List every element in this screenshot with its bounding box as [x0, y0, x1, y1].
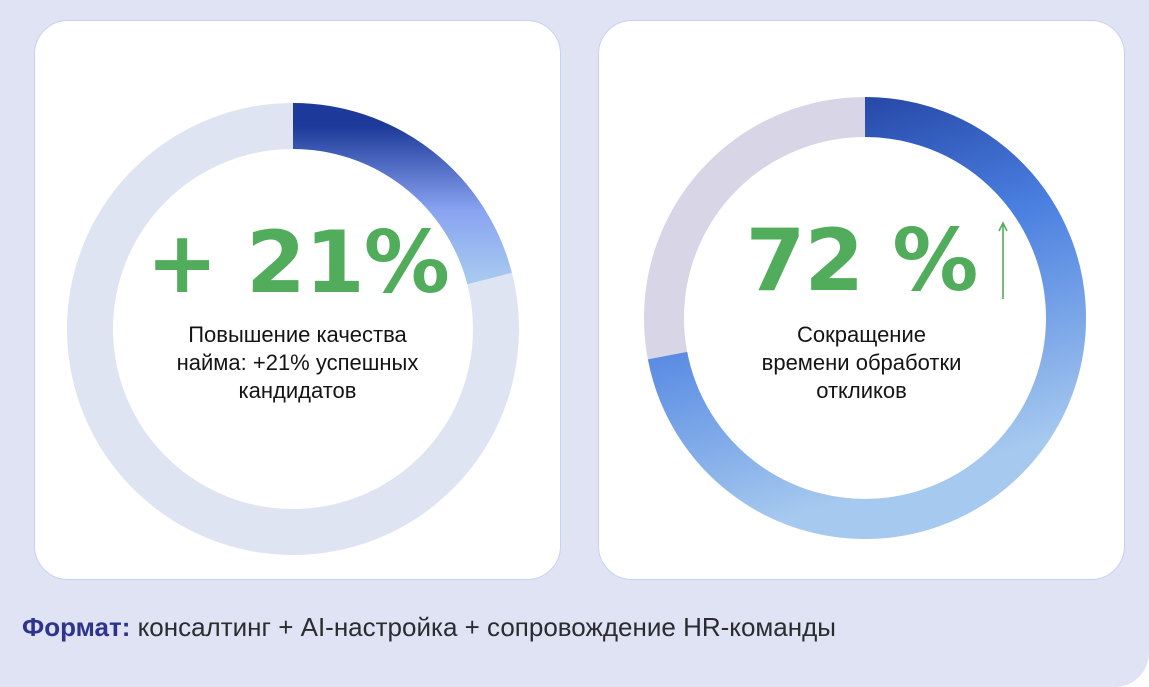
- donut-chart-processing-time: [644, 97, 1086, 539]
- trend-up-arrow-icon: [998, 221, 1008, 299]
- metric-value: + 21%: [146, 213, 450, 313]
- caption-line: откликов: [816, 378, 907, 403]
- caption-line: кандидатов: [238, 378, 357, 403]
- caption-line: Сокращение: [797, 322, 926, 347]
- format-footer: Формат: консалтинг + AI-настройка + сопр…: [22, 612, 836, 643]
- metric-card-quality: + 21% Повышение качества найма: +21% усп…: [34, 20, 561, 580]
- metric-caption: Сокращение времени обработки откликов: [599, 321, 1124, 405]
- metric-card-processing-time: 72 % Сокращение времени обработки отклик…: [598, 20, 1125, 580]
- donut-chart-quality: [67, 103, 519, 555]
- caption-line: времени обработки: [761, 350, 962, 375]
- caption-line: Повышение качества: [188, 322, 407, 347]
- footer-label: Формат:: [22, 612, 131, 642]
- donut-value-arc: [292, 103, 512, 285]
- metric-caption: Повышение качества найма: +21% успешных …: [35, 321, 560, 405]
- metric-value: 72 %: [745, 211, 979, 311]
- caption-line: найма: +21% успешных: [176, 350, 419, 375]
- donut-value-arc: [647, 97, 1086, 539]
- footer-text: консалтинг + AI-настройка + сопровождени…: [130, 612, 836, 642]
